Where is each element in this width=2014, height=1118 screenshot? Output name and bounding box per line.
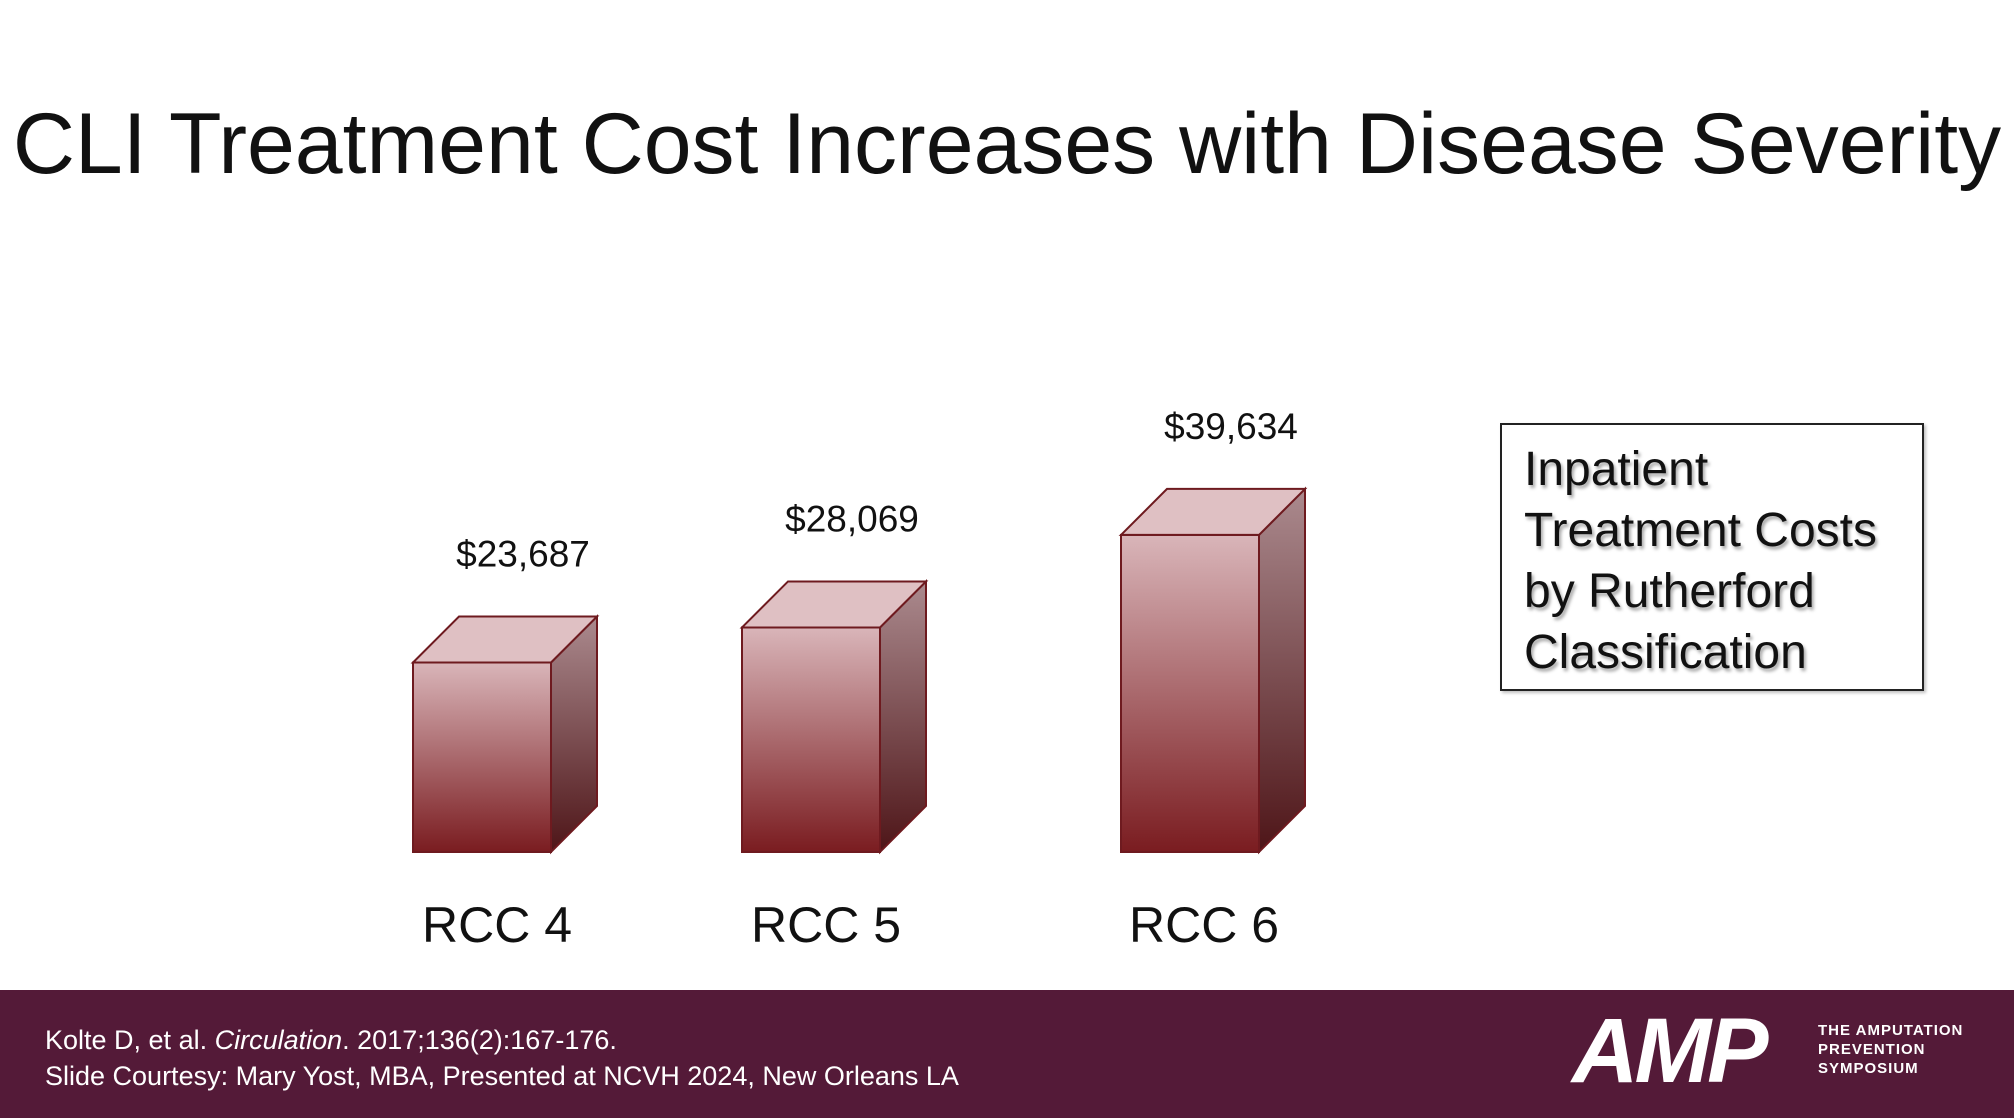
slide-title: CLI Treatment Cost Increases with Diseas… [12,96,2002,192]
tagline-line: SYMPOSIUM [1818,1060,1919,1077]
category-label: RCC 5 [751,897,901,953]
amp-logo: AMP [1572,1000,1768,1102]
bar-side [1258,486,1306,855]
bar-top [410,615,600,664]
citation-details: . 2017;136(2):167-176. [342,1025,617,1055]
bar [412,661,552,854]
legend-box: Inpatient Treatment Costs by Rutherford … [1500,423,1924,691]
tagline-line: THE AMPUTATION [1818,1022,1964,1039]
citation: Kolte D, et al. Circulation. 2017;136(2)… [45,1025,617,1056]
bar-group: $39,634 RCC 6 [1118,406,1308,953]
category-label: RCC 4 [422,897,572,953]
footer-bar: Kolte D, et al. Circulation. 2017;136(2)… [0,990,2014,1118]
tagline-line: PREVENTION [1818,1041,1926,1058]
citation-journal: Circulation [214,1025,343,1055]
bar-group: $28,069 RCC 5 [739,498,929,953]
bar-top [1118,487,1308,536]
bar-group: $23,687 RCC 4 [410,534,600,953]
bar-value-label: $39,634 [1164,406,1298,447]
legend-line: Classification [1524,626,1807,679]
legend-text: Inpatient Treatment Costs by Rutherford … [1524,439,1924,683]
amp-logo-tagline: THE AMPUTATION PREVENTION SYMPOSIUM [1818,1021,1963,1078]
category-label: RCC 6 [1129,897,1279,953]
bar-value-label: $23,687 [456,534,590,575]
bar [741,626,881,853]
bar-chart: $23,687 RCC 4 $28,069 RCC 5 $39,634 RCC 6 [410,406,1308,953]
citation-author: Kolte D, et al. [45,1025,215,1055]
legend-line: Treatment Costs [1524,504,1877,557]
bar-top [739,580,929,629]
bar-value-label: $28,069 [785,498,919,539]
legend-line: by Rutherford [1524,565,1815,618]
slide-courtesy: Slide Courtesy: Mary Yost, MBA, Presente… [45,1061,959,1091]
bar-side [879,579,927,855]
legend-line: Inpatient [1524,443,1709,496]
bar [1120,533,1260,853]
